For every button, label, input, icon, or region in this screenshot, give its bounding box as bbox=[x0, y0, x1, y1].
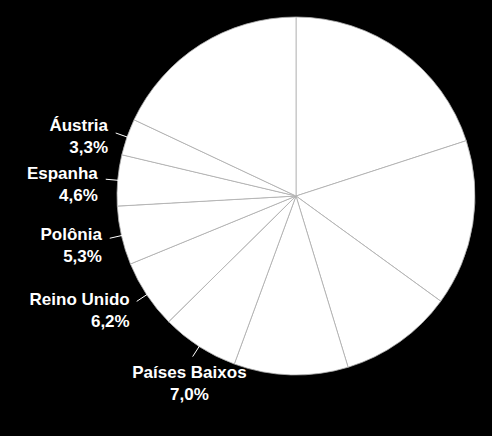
slice-label: Espanha bbox=[27, 164, 98, 183]
data-label: 4,6% bbox=[59, 186, 98, 205]
slice-label: Áustria bbox=[49, 116, 108, 135]
data-label: 3,3% bbox=[69, 138, 108, 157]
labels: Países Baixos 7,0% Reino Unido 6,2% Polônia 5… bbox=[27, 116, 247, 404]
slice bbox=[117, 196, 296, 264]
data-label: 7,0% bbox=[170, 385, 209, 404]
leader-line bbox=[106, 179, 120, 180]
background bbox=[0, 0, 492, 436]
chart: Países Baixos 7,0% Reino Unido 6,2% Polônia 5… bbox=[0, 0, 492, 436]
slice bbox=[134, 17, 296, 196]
data-label: 5,3% bbox=[63, 247, 102, 266]
leader-line bbox=[193, 345, 201, 357]
pie bbox=[117, 17, 475, 375]
data-label: 6,2% bbox=[91, 312, 130, 331]
leader-line bbox=[137, 294, 149, 302]
leader-line bbox=[110, 235, 124, 238]
slice-label: Países Baixos bbox=[132, 363, 246, 382]
slice-label: Reino Unido bbox=[30, 290, 130, 309]
slice-label: Polônia bbox=[40, 225, 102, 244]
leader-line bbox=[116, 133, 129, 138]
